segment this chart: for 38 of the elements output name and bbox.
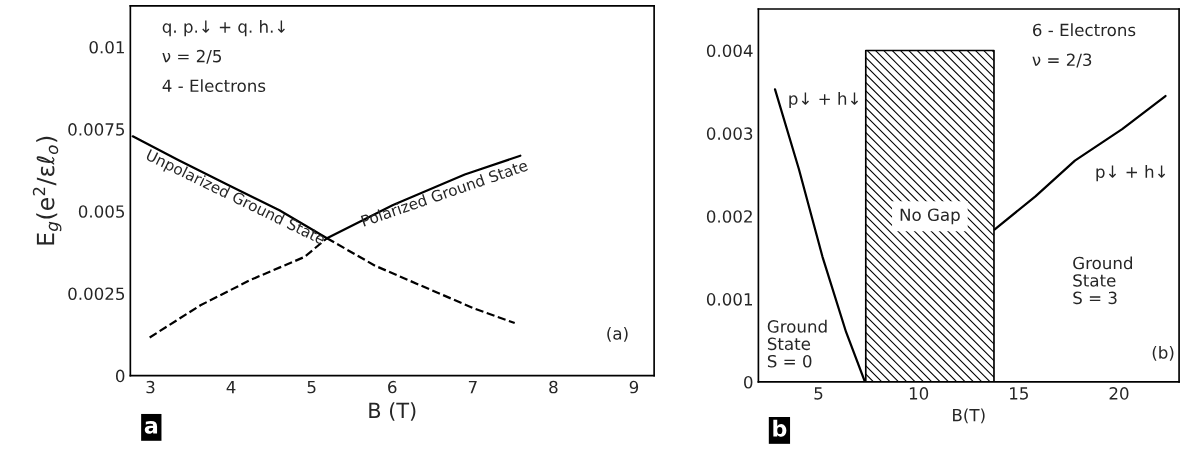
x-axis-title: B(T) [953, 408, 985, 424]
y-tick-label: 0.005 [78, 205, 125, 218]
x-tick-label: 5 [814, 387, 823, 400]
annotation: (a) [607, 326, 628, 342]
x-tick-label: 20 [1109, 387, 1129, 400]
y-tick-label: 0 [115, 369, 125, 383]
y-tick-label: 0.01 [89, 40, 124, 54]
annotation: ν = 2/5 [162, 49, 222, 64]
x-tick-label: 9 [629, 380, 639, 394]
x-tick-label: 7 [468, 380, 477, 394]
y-tick-label: 0.0075 [68, 123, 125, 136]
x-tick-label: 8 [549, 380, 558, 394]
annotation: 6 - Electrons [1033, 23, 1136, 37]
y-tick-label: 0.0025 [68, 287, 125, 301]
text: a [144, 421, 158, 434]
annotation: Ground State S = 3 [1073, 256, 1132, 305]
x-tick-label: 3 [146, 380, 155, 394]
x-tick-label: 10 [909, 387, 929, 400]
annotation: (b) [1152, 345, 1174, 361]
x-tick-label: 15 [1010, 387, 1028, 400]
text: b [773, 419, 787, 437]
annotation: ν = 2/3 [1032, 53, 1092, 68]
x-tick-label: 4 [226, 380, 236, 394]
x-axis-title: B (T) [369, 402, 416, 421]
annotation: Ground State S = 0 [767, 319, 827, 368]
y-axis-title: E$_{g}$(e$^{2}$/εℓ$_{o}$) [32, 136, 62, 245]
annotation: p↓ + h↓ [789, 91, 859, 109]
x-tick-label: 5 [307, 380, 316, 394]
y-tick-label: 0.004 [706, 44, 753, 58]
y-tick-label: 0.001 [706, 293, 752, 306]
annotation: q. p.↓ + q. h.↓ [162, 20, 285, 37]
y-tick-label: 0 [744, 375, 753, 389]
band-label: No Gap [900, 208, 960, 225]
x-tick-label: 6 [388, 380, 397, 394]
y-tick-label: 0.002 [706, 210, 752, 223]
y-tick-label: 0.003 [706, 127, 753, 140]
annotation: p↓ + h↓ [1096, 165, 1166, 182]
annotation: 4 - Electrons [162, 79, 266, 93]
